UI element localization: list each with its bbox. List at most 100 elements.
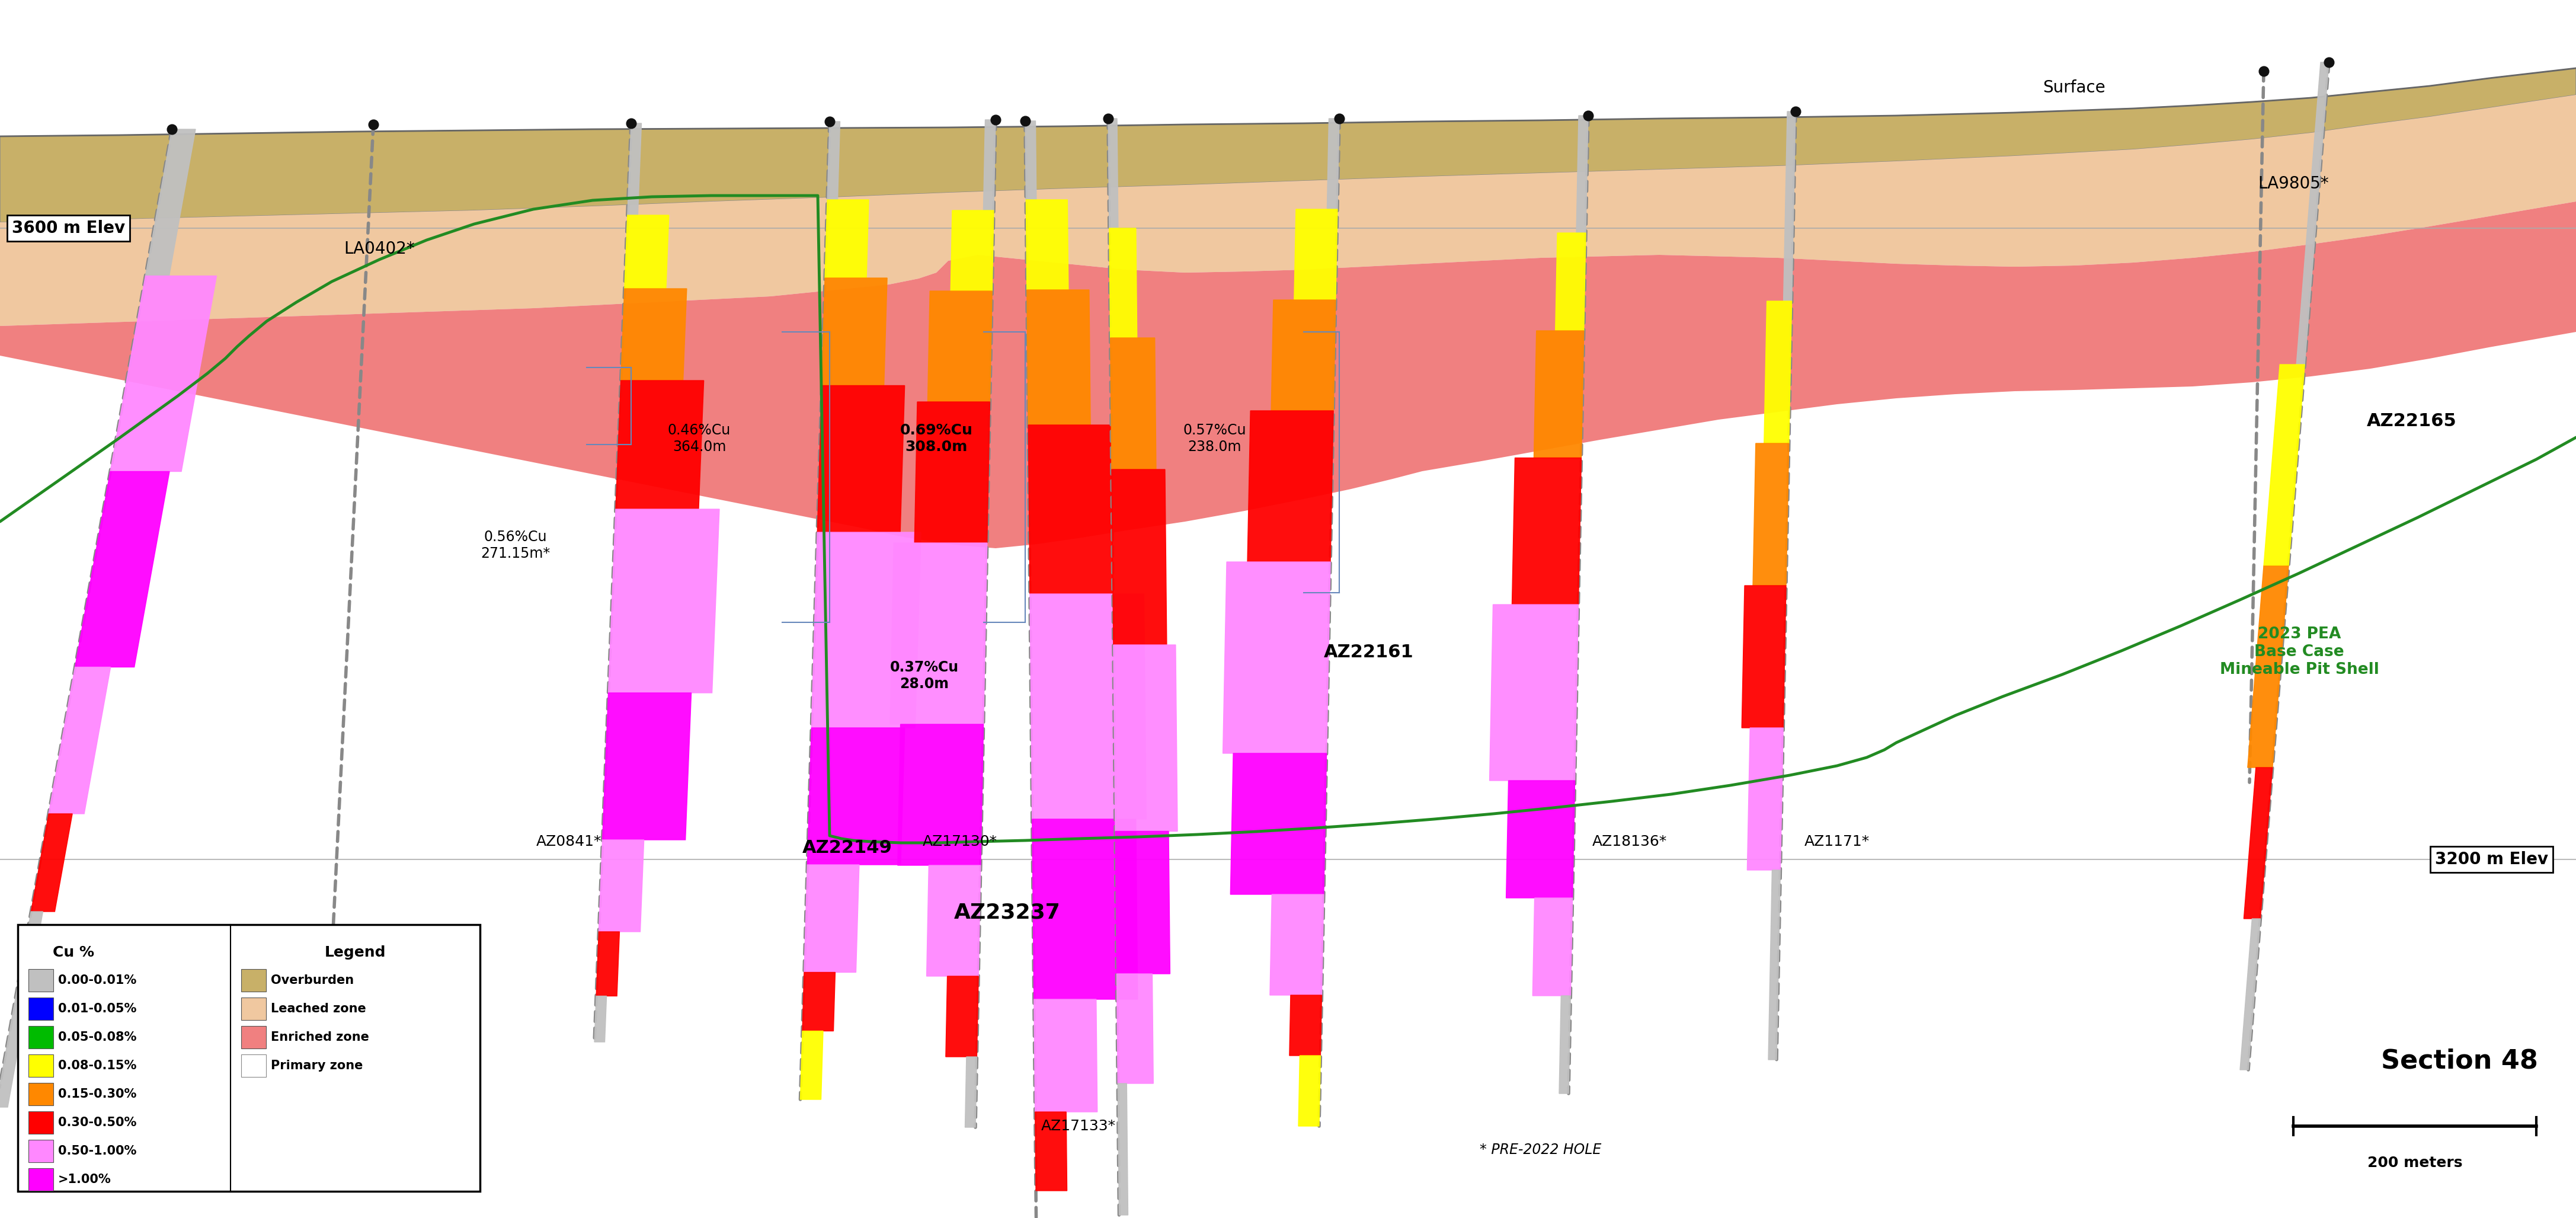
Polygon shape	[1231, 753, 1327, 894]
Text: 0.15-0.30%: 0.15-0.30%	[59, 1088, 137, 1100]
Text: 2023 PEA
Base Case
Mineable Pit Shell: 2023 PEA Base Case Mineable Pit Shell	[2221, 626, 2378, 677]
Polygon shape	[0, 201, 2576, 548]
Polygon shape	[0, 911, 44, 1107]
Polygon shape	[1270, 894, 1324, 995]
Text: 0.00-0.01%: 0.00-0.01%	[59, 974, 137, 987]
Polygon shape	[31, 814, 72, 911]
Bar	[28, 1055, 54, 1077]
Bar	[242, 998, 265, 1019]
Polygon shape	[1118, 974, 1154, 1084]
Text: Legend: Legend	[325, 945, 386, 960]
Polygon shape	[1489, 604, 1579, 781]
Polygon shape	[1028, 290, 1090, 425]
Polygon shape	[966, 1057, 976, 1128]
Polygon shape	[1113, 469, 1167, 644]
Polygon shape	[1327, 118, 1340, 209]
Polygon shape	[1293, 209, 1337, 300]
Bar	[28, 1111, 54, 1134]
Text: 0.56%Cu
271.15m*: 0.56%Cu 271.15m*	[482, 530, 551, 560]
Polygon shape	[927, 291, 992, 402]
Polygon shape	[621, 289, 688, 380]
Polygon shape	[1577, 116, 1589, 233]
Polygon shape	[1270, 300, 1334, 410]
Text: AZ22147: AZ22147	[59, 1046, 149, 1063]
Polygon shape	[1224, 561, 1329, 753]
Polygon shape	[1533, 331, 1584, 458]
Polygon shape	[2241, 918, 2259, 1069]
Polygon shape	[1033, 999, 1097, 1112]
Text: AZ22149: AZ22149	[801, 839, 891, 856]
Polygon shape	[824, 200, 868, 278]
Polygon shape	[1752, 443, 1788, 586]
Polygon shape	[927, 865, 981, 976]
Text: 0.46%Cu
364.0m: 0.46%Cu 364.0m	[667, 423, 732, 454]
Polygon shape	[801, 972, 835, 1030]
Polygon shape	[984, 119, 994, 211]
Text: 0.57%Cu
238.0m: 0.57%Cu 238.0m	[1182, 423, 1247, 454]
Polygon shape	[1247, 410, 1334, 561]
Polygon shape	[1025, 121, 1036, 200]
Polygon shape	[914, 402, 989, 543]
Polygon shape	[2244, 767, 2272, 918]
Polygon shape	[111, 276, 216, 471]
Polygon shape	[144, 129, 196, 276]
Polygon shape	[608, 509, 719, 693]
Polygon shape	[1110, 337, 1157, 469]
Text: 0.01-0.05%: 0.01-0.05%	[59, 1002, 137, 1015]
Text: 0.08-0.15%: 0.08-0.15%	[59, 1060, 137, 1072]
Text: AZ0841*: AZ0841*	[536, 834, 603, 849]
Polygon shape	[1783, 111, 1795, 301]
Polygon shape	[2249, 566, 2287, 767]
Polygon shape	[1110, 228, 1136, 337]
Polygon shape	[945, 976, 979, 1057]
Polygon shape	[49, 667, 111, 814]
Polygon shape	[1741, 586, 1785, 728]
Text: 3200 m Elev: 3200 m Elev	[2434, 851, 2548, 867]
Bar	[28, 1026, 54, 1049]
Polygon shape	[1025, 200, 1069, 290]
Polygon shape	[1298, 1056, 1321, 1127]
Polygon shape	[1765, 301, 1793, 443]
Text: LA0402*: LA0402*	[343, 241, 415, 257]
Polygon shape	[1558, 996, 1571, 1094]
Text: 0.05-0.08%: 0.05-0.08%	[59, 1032, 137, 1043]
Polygon shape	[822, 278, 886, 386]
Polygon shape	[1533, 898, 1571, 996]
Text: AZ22165: AZ22165	[2367, 412, 2458, 430]
Polygon shape	[1556, 233, 1587, 331]
Polygon shape	[806, 728, 904, 865]
Polygon shape	[801, 1030, 824, 1100]
Polygon shape	[75, 471, 170, 667]
Polygon shape	[598, 840, 644, 932]
Text: 0.30-0.50%: 0.30-0.50%	[59, 1117, 137, 1129]
Bar	[28, 1168, 54, 1191]
Polygon shape	[1036, 1112, 1066, 1191]
Polygon shape	[2295, 62, 2329, 364]
Bar	[242, 1055, 265, 1077]
Text: Leached zone: Leached zone	[270, 1002, 366, 1015]
Text: Enriched zone: Enriched zone	[270, 1032, 368, 1043]
Bar	[28, 1083, 54, 1106]
Polygon shape	[891, 543, 987, 725]
Text: AZ1171*: AZ1171*	[1803, 834, 1870, 849]
Polygon shape	[811, 532, 922, 728]
Text: AZ23237: AZ23237	[953, 903, 1061, 923]
Polygon shape	[1030, 594, 1146, 820]
Text: 3600 m Elev: 3600 m Elev	[13, 220, 126, 236]
Polygon shape	[0, 95, 2576, 326]
Text: * PRE-2022 HOLE: * PRE-2022 HOLE	[1481, 1142, 1602, 1157]
Polygon shape	[1108, 118, 1118, 228]
Text: Primary zone: Primary zone	[270, 1060, 363, 1072]
Text: AZ22161: AZ22161	[1324, 643, 1414, 660]
Polygon shape	[1512, 458, 1582, 604]
Text: AZ17133*: AZ17133*	[1041, 1119, 1115, 1133]
Polygon shape	[603, 693, 690, 840]
Text: Surface: Surface	[2043, 79, 2105, 96]
Polygon shape	[1291, 995, 1321, 1056]
Bar	[242, 970, 265, 991]
Polygon shape	[1507, 781, 1574, 898]
Polygon shape	[1118, 1084, 1128, 1216]
Bar	[28, 970, 54, 991]
Polygon shape	[827, 122, 840, 200]
Polygon shape	[896, 725, 984, 865]
